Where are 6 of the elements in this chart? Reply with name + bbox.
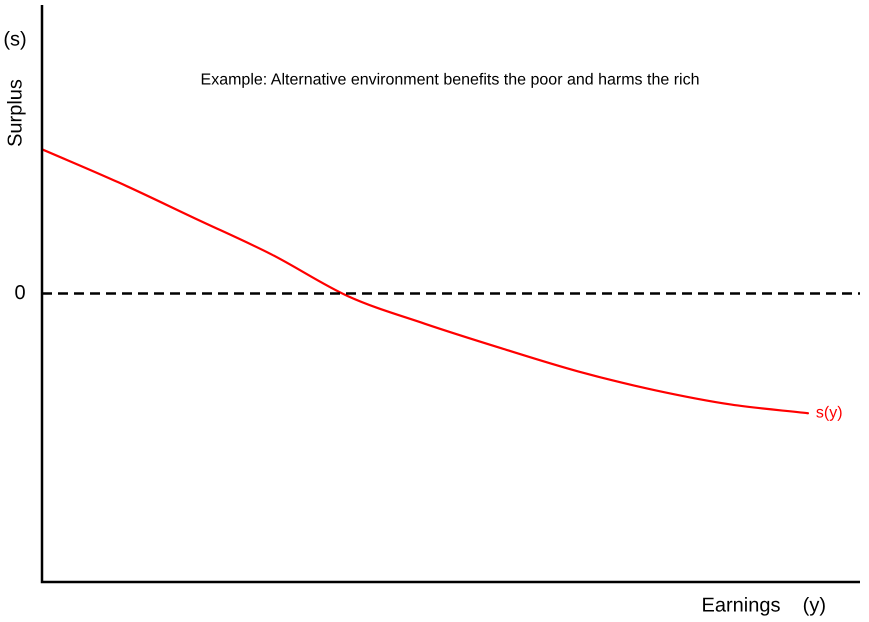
ref-line-label: 0	[14, 282, 26, 304]
text: (s)	[3, 28, 27, 51]
series-label: s(y)	[816, 404, 843, 422]
y-axis-title: Surplus	[4, 79, 27, 147]
text: Earnings (y)	[702, 594, 826, 617]
chart-title: Example: Alternative environment benefits the poor and harms the rich	[200, 71, 700, 88]
